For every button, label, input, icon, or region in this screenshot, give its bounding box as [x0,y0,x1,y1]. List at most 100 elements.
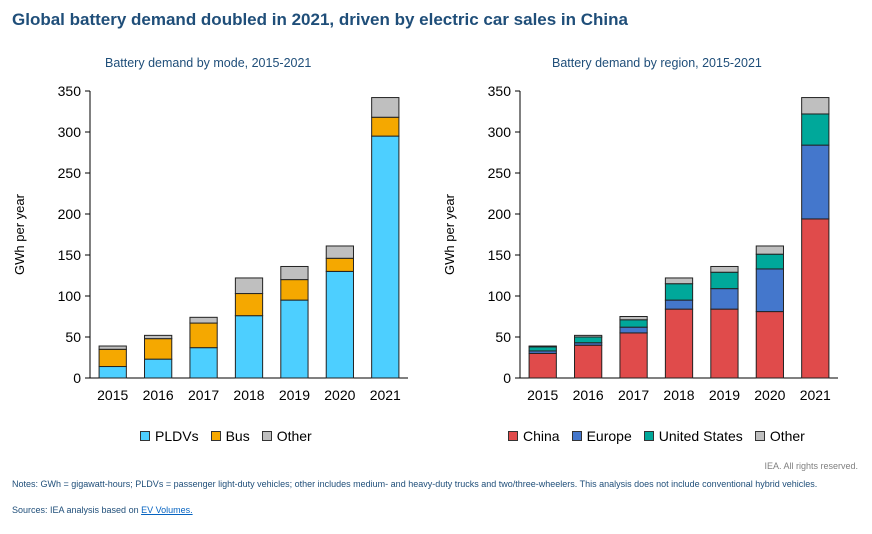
bar-segment-other [189,316,218,324]
x-tick-label: 2018 [663,387,694,403]
bar-segment-other [528,345,557,348]
y-tick-label: 200 [488,206,512,222]
x-tick-label: 2016 [143,387,174,403]
bar-segment-bus [234,293,264,317]
bar-segment-pldvs [325,270,354,379]
bar-segment-bus [144,338,173,360]
legend-swatch [643,431,654,441]
bar-segment-pldvs [98,366,127,379]
bar-segment-other [755,245,784,255]
y-tick-label: 350 [58,83,82,99]
y-tick-label: 250 [488,165,512,181]
legend-item-united-states: United States [643,428,743,444]
legend-label: Other [769,428,805,444]
legend-label: China [523,428,560,444]
legend-item-china: China [508,428,560,444]
x-tick-label: 2017 [188,387,219,403]
bar-segment-other [98,345,127,350]
bar-segment-bus [189,322,218,349]
legend-swatch [261,431,272,441]
y-tick-label: 0 [73,370,81,386]
chart-by-region: Battery demand by region, 2015-2021 GWh … [430,48,860,458]
bar-segment-bus [98,348,127,368]
legend-swatch [571,431,582,441]
bar-segment-china [574,344,603,379]
legend-swatch [140,431,150,441]
sources-link[interactable]: EV Volumes. [141,505,193,515]
legend-label: United States [658,428,743,444]
bar-segment-pldvs [189,347,218,379]
legend-label: Bus [225,428,250,444]
bar-segment-europe [664,299,694,310]
bar-segment-pldvs [280,299,309,379]
sources-prefix: Sources: IEA analysis based on [12,505,142,515]
bar-segment-europe [801,144,830,220]
chart-svg: GWh per year 0 50 100 150 200 250 300 350 2015 201… [442,83,838,403]
notes: Notes: GWh = gigawatt-hours; PLDVs = pas… [12,479,818,489]
bar-segment-united-states [801,113,830,146]
bar-segment-other [664,277,694,285]
bar-segment-other [144,334,173,340]
y-tick-label: 100 [58,288,82,304]
bar-segment-united-states [664,283,694,301]
x-tick-label: 2019 [709,387,740,403]
y-tick-label: 300 [58,124,82,140]
bar-segment-bus [325,257,354,272]
bar-segment-bus [280,279,309,301]
bar-segment-china [619,332,648,379]
bar-segment-china [801,218,830,379]
bar-segment-other [325,245,354,259]
bar-segment-united-states [619,319,648,328]
x-tick-label: 2021 [370,387,401,403]
bar-segment-other [574,334,603,338]
y-tick-label: 100 [488,288,512,304]
x-tick-label: 2016 [573,387,604,403]
y-tick-label: 300 [488,124,512,140]
bar-segment-china [664,308,694,379]
bar-segment-china [710,308,739,379]
bar-segment-pldvs [234,315,264,379]
legend-item-europe: Europe [571,428,632,444]
bar-segment-china [755,311,784,379]
bar-segment-europe [619,326,648,334]
legend: PLDVs Bus Other [140,428,324,444]
main-title: Global battery demand doubled in 2021, d… [12,10,628,29]
chart-by-mode: Battery demand by mode, 2015-2021 GWh pe… [0,48,430,458]
y-axis-label: GWh per year [12,193,27,275]
chart-title: Battery demand by mode, 2015-2021 [105,56,312,70]
y-tick-label: 50 [495,329,511,345]
x-tick-label: 2017 [618,387,649,403]
bar-segment-bus [371,116,400,137]
y-tick-label: 0 [503,370,511,386]
chart-title: Battery demand by region, 2015-2021 [552,56,762,70]
bar-segment-other [619,316,648,321]
x-tick-label: 2015 [97,387,128,403]
legend-label: Europe [586,428,632,444]
bar-segment-europe [755,268,784,313]
rights-notice: IEA. All rights reserved. [764,461,858,471]
bar-segment-other [234,277,264,295]
y-axis-label: GWh per year [442,193,457,275]
bar-segment-pldvs [371,135,400,379]
legend-item-pldvs: PLDVs [140,428,199,444]
legend-label: Other [276,428,312,444]
x-tick-label: 2019 [279,387,310,403]
legend-label: PLDVs [155,428,199,444]
x-tick-label: 2020 [754,387,785,403]
legend: China Europe United States Other [508,428,817,444]
bar-segment-united-states [528,346,557,352]
y-tick-label: 250 [58,165,82,181]
bar-segment-united-states [710,271,739,290]
legend-item-bus: Bus [210,428,250,444]
x-tick-label: 2018 [233,387,264,403]
bar-segment-china [528,352,557,379]
y-tick-label: 150 [58,247,82,263]
bar-segment-united-states [574,336,603,344]
y-tick-label: 200 [58,206,82,222]
bar-segment-europe [710,288,739,310]
y-tick-label: 150 [488,247,512,263]
x-tick-label: 2015 [527,387,558,403]
legend-item-other: Other [261,428,312,444]
chart-svg: GWh per year 0 50 100 150 200 250 300 350 2015 201… [12,83,408,403]
x-tick-label: 2020 [324,387,355,403]
